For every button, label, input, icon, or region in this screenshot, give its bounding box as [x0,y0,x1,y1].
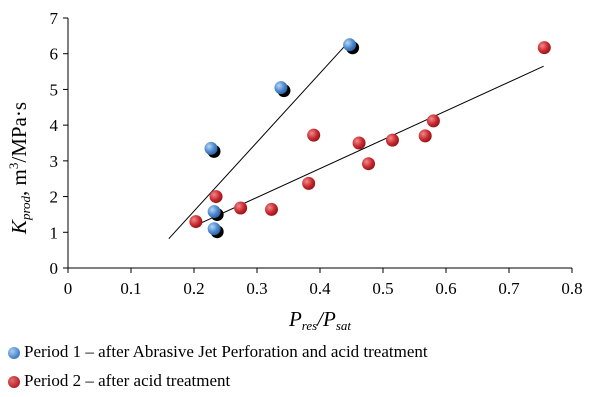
y-tick-label: 5 [50,80,59,99]
x-axis-label: Pres/Psat [288,307,351,333]
x-tick-label: 0.3 [246,279,267,298]
x-tick-label: 0.4 [309,279,331,298]
data-point-series-2 [302,176,316,190]
data-point-series-2 [385,133,399,147]
data-point-series-1 [207,222,221,236]
y-tick-label: 1 [50,223,59,242]
x-tick-label: 0 [64,279,73,298]
scatter-chart: 0 1 2 3 4 5 6 7 0 0.1 0.2 0.3 0.4 0.5 0.6 0.7 0.8 Kprod,… [6,9,583,333]
y-tick-label: 3 [50,152,59,171]
data-points [189,38,551,239]
y-tick-label: 0 [50,259,59,278]
data-point-series-1 [274,81,288,95]
legend-label-period-1: Period 1 – after Abrasive Jet Perforatio… [24,342,428,361]
y-tick-label: 4 [50,116,59,135]
y-tick-label: 7 [50,9,59,28]
y-tick-label: 6 [50,45,59,64]
data-point-series-1 [204,141,218,155]
tick-labels: 0 1 2 3 4 5 6 7 0 0.1 0.2 0.3 0.4 0.5 0.6 0.7 0.8 [50,9,583,298]
x-tick-label: 0.8 [561,279,582,298]
data-point-series-2 [234,201,248,215]
y-axis-label: Kprod, m3/MPa·s [6,102,33,235]
x-tick-label: 0.5 [372,279,393,298]
axes [63,17,573,273]
x-tick-label: 0.7 [498,279,520,298]
data-point-series-2 [209,190,223,204]
data-point-series-2 [189,215,203,229]
data-point-series-2 [426,114,440,128]
data-point-series-1 [207,205,221,219]
data-point-series-2 [307,128,321,142]
data-point-series-1 [343,38,357,52]
legend-marker-period-1 [8,347,20,360]
legend-item-period-1: Period 1 – after Abrasive Jet Perforatio… [8,342,428,362]
trendlines [168,38,544,240]
x-tick-label: 0.6 [435,279,456,298]
data-point-series-2 [362,157,376,171]
y-tick-label: 2 [50,188,59,207]
x-tick-label: 0.1 [120,279,141,298]
data-point-series-2 [264,202,278,216]
legend-label-period-2: Period 2 – after acid treatment [24,371,231,390]
trendline-series-2 [200,65,544,224]
data-point-series-2 [418,129,432,143]
legend-item-period-2: Period 2 – after acid treatment [8,371,230,391]
trendline-series-1 [168,38,352,240]
x-tick-label: 0.2 [183,279,204,298]
data-point-series-2 [537,41,551,55]
legend-marker-period-2 [8,376,20,389]
data-point-series-2 [352,136,366,150]
